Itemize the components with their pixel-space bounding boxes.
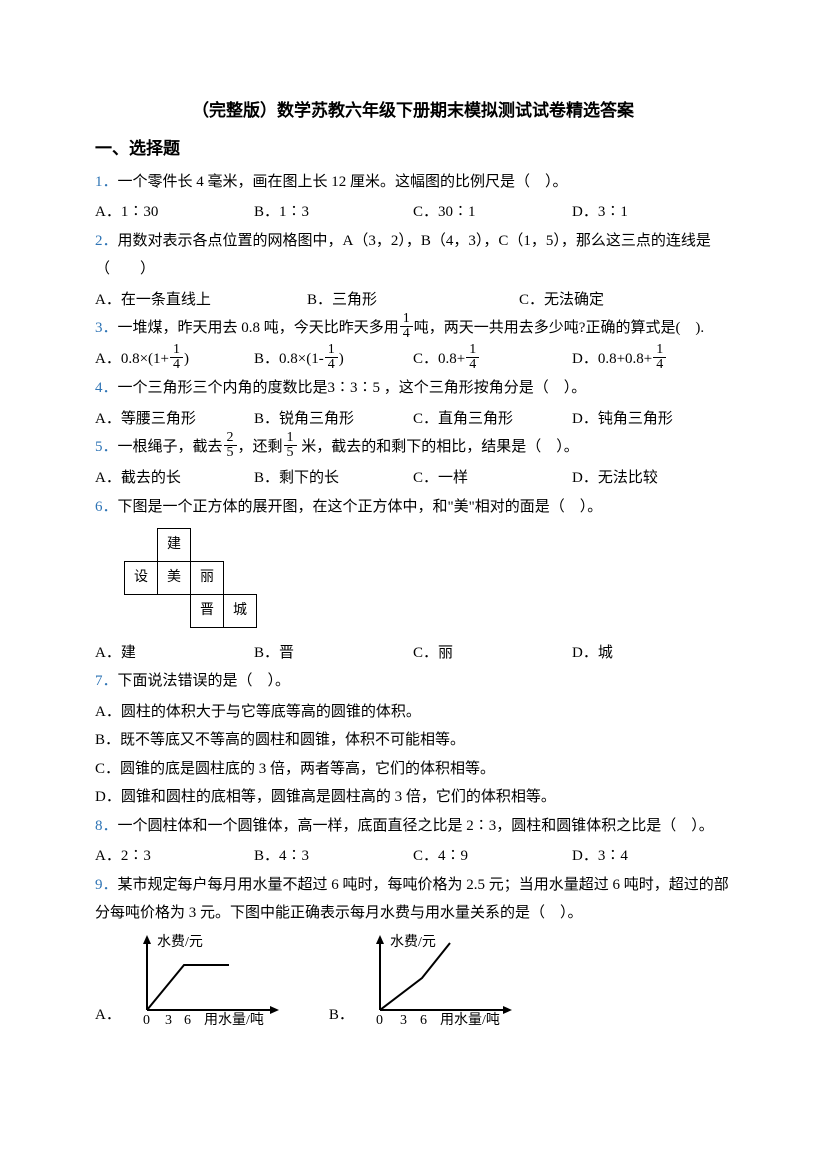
fraction: 25	[224, 431, 237, 460]
q-text-1: 一根绳子，截去	[118, 439, 223, 455]
svg-text:用水量/吨: 用水量/吨	[204, 1012, 264, 1028]
q-text-2: 吨，两天一共用去多少吨?正确的算式是( ).	[414, 320, 704, 336]
question-7: 7．下面说法错误的是（ ）。	[95, 667, 731, 696]
q-num: 8．	[95, 818, 118, 834]
q-num: 3．	[95, 320, 118, 336]
option-a: A．等腰三角形	[95, 405, 254, 434]
option-a: A．截去的长	[95, 464, 254, 493]
q4-options: A．等腰三角形 B．锐角三角形 C．直角三角形 D．钝角三角形	[95, 405, 731, 434]
option-d: D．城	[572, 639, 731, 668]
net-cell: 丽	[190, 561, 224, 595]
net-cell: 城	[223, 594, 257, 628]
q5-options: A．截去的长 B．剩下的长 C．一样 D．无法比较	[95, 464, 731, 493]
q-text: 一个圆柱体和一个圆锥体，高一样，底面直径之比是 2∶3，圆柱和圆锥体积之比是（ …	[118, 818, 714, 834]
net-cell: 设	[124, 561, 158, 595]
q-text-3: 米，截去的和剩下的相比，结果是（ ）。	[298, 439, 579, 455]
q9-graph-options: A． 水费/元 0 3 6 用水量/吨 B． 水费/元 0 3 6 用水量/吨	[95, 930, 731, 1030]
option-d: D．3∶1	[572, 198, 731, 227]
option-c: C．圆锥的底是圆柱底的 3 倍，两者等高，它们的体积相等。	[95, 755, 731, 784]
option-c: C．30∶1	[413, 198, 572, 227]
option-c: C．直角三角形	[413, 405, 572, 434]
option-b-label: B．	[329, 1001, 354, 1030]
question-2: 2．用数对表示各点位置的网格图中，A（3，2），B（4，3），C（1，5），那么…	[95, 227, 731, 284]
q-text: 一个三角形三个内角的度数比是3∶3∶5 ，这个三角形按角分是（ ）。	[118, 380, 587, 396]
option-a-label: A．	[95, 1001, 121, 1030]
option-a: A．建	[95, 639, 254, 668]
option-b: B．剩下的长	[254, 464, 413, 493]
question-1: 1．一个零件长 4 毫米，画在图上长 12 厘米。这幅图的比例尺是（ ）。	[95, 168, 731, 197]
svg-text:水费/元: 水费/元	[390, 934, 436, 950]
fraction: 14	[400, 312, 413, 341]
svg-text:6: 6	[420, 1013, 427, 1028]
q-text: 一个零件长 4 毫米，画在图上长 12 厘米。这幅图的比例尺是（ ）。	[118, 174, 568, 190]
q-text: 下图是一个正方体的展开图，在这个正方体中，和"美"相对的面是（ ）。	[118, 499, 603, 515]
svg-text:6: 6	[184, 1013, 191, 1028]
option-d: D．无法比较	[572, 464, 731, 493]
q-text-1: 一堆煤，昨天用去 0.8 吨，今天比昨天多用	[118, 320, 399, 336]
option-a-graph: A． 水费/元 0 3 6 用水量/吨	[95, 930, 289, 1030]
question-8: 8．一个圆柱体和一个圆锥体，高一样，底面直径之比是 2∶3，圆柱和圆锥体积之比是…	[95, 812, 731, 841]
fraction: 15	[284, 431, 297, 460]
q-num: 1．	[95, 174, 118, 190]
q1-options: A．1∶30 B．1∶3 C．30∶1 D．3∶1	[95, 198, 731, 227]
q-text: 下面说法错误的是（ ）。	[118, 673, 291, 689]
q-text-2: ，还剩	[238, 439, 283, 455]
graph-a-svg: 水费/元 0 3 6 用水量/吨	[129, 930, 289, 1030]
option-b: B．三角形	[307, 286, 519, 315]
option-c: C．一样	[413, 464, 572, 493]
option-b: B．既不等底又不等高的圆柱和圆锥，体积不可能相等。	[95, 726, 731, 755]
page-title: （完整版）数学苏教六年级下册期末模拟测试试卷精选答案	[95, 95, 731, 127]
option-a: A．2∶3	[95, 842, 254, 871]
q-text: 用数对表示各点位置的网格图中，A（3，2），B（4，3），C（1，5），那么这三…	[95, 233, 711, 278]
graph-b-svg: 水费/元 0 3 6 用水量/吨	[362, 930, 522, 1030]
option-b-graph: B． 水费/元 0 3 6 用水量/吨	[329, 930, 522, 1030]
net-cell: 建	[157, 528, 191, 562]
q-num: 6．	[95, 499, 118, 515]
cube-net-diagram: 建 设 美 丽 晋 城	[125, 529, 257, 628]
option-c: C．无法确定	[519, 286, 731, 315]
option-c: C．0.8+14	[413, 345, 572, 374]
q-num: 9．	[95, 877, 118, 893]
option-b: B．4∶3	[254, 842, 413, 871]
option-d: D．圆锥和圆柱的底相等，圆锥高是圆柱高的 3 倍，它们的体积相等。	[95, 783, 731, 812]
option-b: B．晋	[254, 639, 413, 668]
option-a: A．圆柱的体积大于与它等底等高的圆锥的体积。	[95, 698, 731, 727]
q-num: 7．	[95, 673, 118, 689]
question-9: 9．某市规定每户每月用水量不超过 6 吨时，每吨价格为 2.5 元；当用水量超过…	[95, 871, 731, 928]
q3-options: A．0.8×(1+14) B．0.8×(1-14) C．0.8+14 D．0.8…	[95, 345, 731, 374]
option-a: A．0.8×(1+14)	[95, 345, 254, 374]
net-cell: 美	[157, 561, 191, 595]
question-6: 6．下图是一个正方体的展开图，在这个正方体中，和"美"相对的面是（ ）。	[95, 493, 731, 522]
svg-text:3: 3	[165, 1013, 172, 1028]
option-d: D．钝角三角形	[572, 405, 731, 434]
svg-text:用水量/吨: 用水量/吨	[440, 1012, 500, 1028]
option-b: B．1∶3	[254, 198, 413, 227]
q2-options: A．在一条直线上 B．三角形 C．无法确定	[95, 286, 731, 315]
question-5: 5．一根绳子，截去25，还剩15 米，截去的和剩下的相比，结果是（ ）。	[95, 433, 731, 462]
option-a: A．1∶30	[95, 198, 254, 227]
option-b: B．锐角三角形	[254, 405, 413, 434]
q-num: 5．	[95, 439, 118, 455]
option-d: D．0.8+0.8+14	[572, 345, 731, 374]
svg-text:0: 0	[143, 1013, 150, 1028]
net-cell: 晋	[190, 594, 224, 628]
q6-options: A．建 B．晋 C．丽 D．城	[95, 639, 731, 668]
option-b: B．0.8×(1-14)	[254, 345, 413, 374]
question-3: 3．一堆煤，昨天用去 0.8 吨，今天比昨天多用14吨，两天一共用去多少吨?正确…	[95, 314, 731, 343]
svg-text:0: 0	[376, 1013, 383, 1028]
option-c: C．4∶9	[413, 842, 572, 871]
q-num: 2．	[95, 233, 118, 249]
q-num: 4．	[95, 380, 118, 396]
option-a: A．在一条直线上	[95, 286, 307, 315]
svg-text:3: 3	[400, 1013, 407, 1028]
section-header: 一、选择题	[95, 133, 731, 165]
svg-text:水费/元: 水费/元	[157, 934, 203, 950]
option-c: C．丽	[413, 639, 572, 668]
option-d: D．3∶4	[572, 842, 731, 871]
q7-options: A．圆柱的体积大于与它等底等高的圆锥的体积。 B．既不等底又不等高的圆柱和圆锥，…	[95, 698, 731, 812]
question-4: 4．一个三角形三个内角的度数比是3∶3∶5 ，这个三角形按角分是（ ）。	[95, 374, 731, 403]
q-text: 某市规定每户每月用水量不超过 6 吨时，每吨价格为 2.5 元；当用水量超过 6…	[95, 877, 729, 922]
q8-options: A．2∶3 B．4∶3 C．4∶9 D．3∶4	[95, 842, 731, 871]
